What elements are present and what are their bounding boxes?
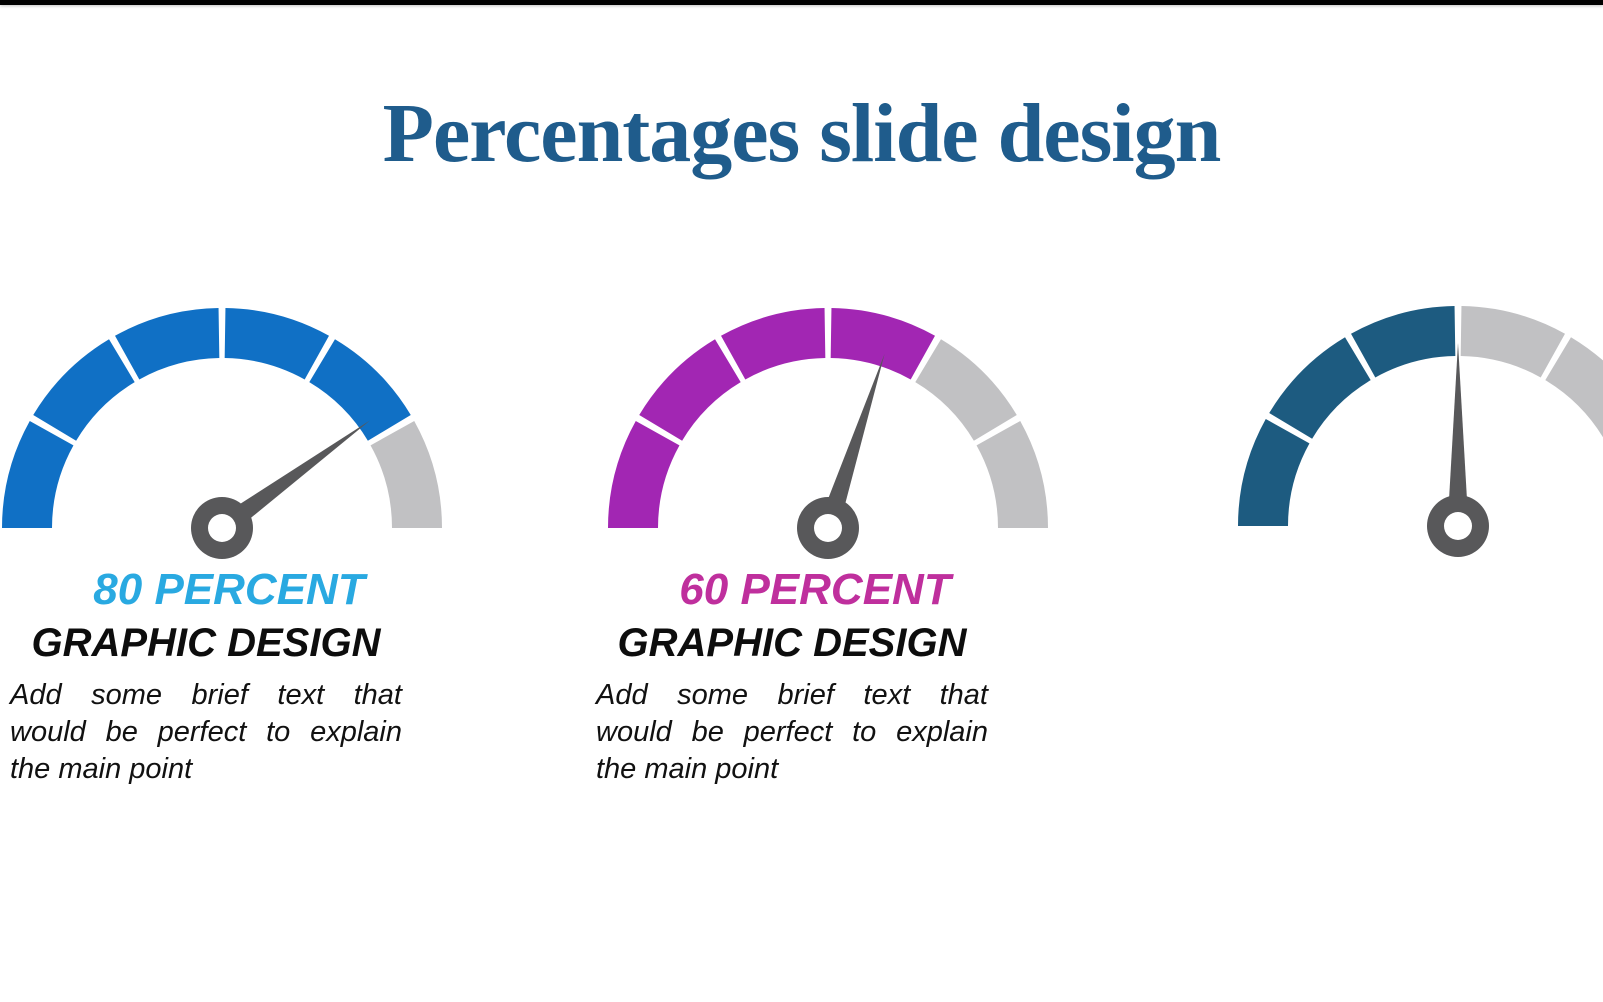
- gauge-segment-filled: [224, 308, 329, 380]
- gauge-segment-filled: [721, 308, 826, 380]
- gauge-segment-filled: [830, 308, 935, 380]
- caption-card-60-percent: 60 PERCENT GRAPHIC DESIGN Add some brief…: [596, 568, 988, 788]
- gauge-segment-filled: [1238, 419, 1310, 526]
- percent-label: 80 PERCENT: [93, 565, 365, 614]
- body-line: would be perfect to explain: [10, 716, 402, 748]
- gauge-segment-filled: [608, 421, 680, 528]
- percent-label: 60 PERCENT: [679, 565, 951, 614]
- gauge-segment-track: [1460, 306, 1565, 378]
- gauge-segment-track: [976, 421, 1048, 528]
- body-line: Add some brief text that: [596, 679, 988, 711]
- gauge-segment-filled: [309, 339, 411, 441]
- gauge-segment-filled: [115, 308, 220, 380]
- gauge-hub-hole: [814, 514, 842, 542]
- gauge-chart-right-cut-off: [1228, 286, 1603, 571]
- gauge-needle: [215, 420, 371, 537]
- gauge-segment-filled: [2, 421, 74, 528]
- gauge-segment-filled: [1269, 337, 1371, 439]
- gauge-segment-filled: [33, 339, 135, 441]
- card-heading: GRAPHIC DESIGN: [617, 621, 967, 665]
- gauge-svg: [2, 308, 442, 559]
- card-body-text: Add some brief text that would be perfec…: [10, 677, 402, 788]
- body-line: the main point: [596, 753, 779, 785]
- top-border-bar: [0, 0, 1603, 5]
- gauge-chart-80-percent: [0, 288, 452, 573]
- slide-title: Percentages slide design: [382, 87, 1222, 180]
- gauge-hub-hole: [208, 514, 236, 542]
- body-line: Add some brief text that: [10, 679, 402, 711]
- body-line: the main point: [10, 753, 193, 785]
- gauge-needle: [818, 353, 885, 532]
- gauge-segment-track: [915, 339, 1017, 441]
- body-line: would be perfect to explain: [596, 716, 988, 748]
- card-heading: GRAPHIC DESIGN: [31, 621, 381, 665]
- gauge-hub-hole: [1444, 512, 1472, 540]
- gauge-svg: [608, 308, 1048, 559]
- gauge-segment-filled: [639, 339, 741, 441]
- gauge-segment-track: [370, 421, 442, 528]
- gauge-svg: [1238, 306, 1603, 557]
- caption-card-80-percent: 80 PERCENT GRAPHIC DESIGN Add some brief…: [10, 568, 402, 788]
- gauge-chart-60-percent: [598, 288, 1058, 573]
- gauge-segment-filled: [1351, 306, 1456, 378]
- gauge-needle: [1447, 343, 1469, 526]
- gauge-segment-track: [1545, 337, 1603, 438]
- card-body-text: Add some brief text that would be perfec…: [596, 677, 988, 788]
